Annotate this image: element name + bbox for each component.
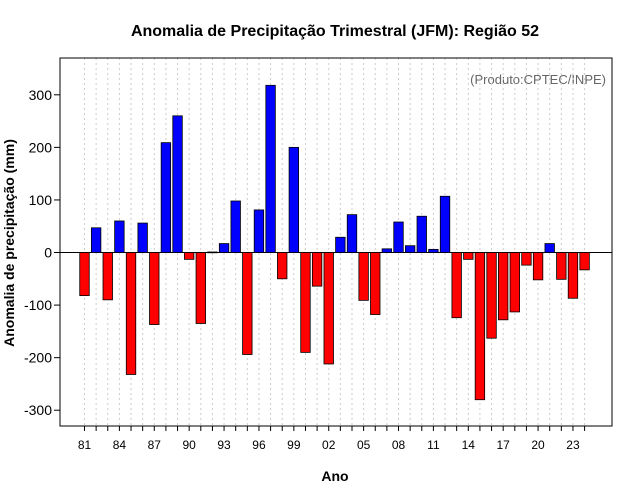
chart-title: Anomalia de Precipitação Trimestral (JFM… [131,23,539,40]
y-tick-label: 0 [44,245,52,261]
bar-1983 [102,252,113,301]
bar-2019 [521,252,532,266]
x-tick-label: 81 [78,438,92,452]
bar-2011 [428,248,439,253]
bar-2006 [370,252,381,315]
bar-1987 [149,252,160,325]
bar-2010 [416,215,427,253]
bar-2007 [381,248,393,253]
bar-1984 [114,220,125,253]
bar-2003 [335,236,346,253]
bar-1990 [184,252,195,260]
x-tick-label: 96 [252,438,266,452]
bar-1989 [172,115,183,253]
y-tick-label: 100 [29,192,53,208]
bar-1985 [125,252,137,375]
bar-1993 [218,243,230,253]
x-tick-label: 14 [462,438,476,452]
x-tick-label: 93 [217,438,231,452]
y-tick-label: -300 [24,402,52,418]
y-tick-label: 300 [29,87,53,103]
bar-2005 [358,252,369,301]
bar-1991 [195,252,206,324]
x-tick-label: 87 [148,438,162,452]
bar-1994 [230,200,241,253]
bar-2023 [567,252,579,299]
x-axis-label: Ano [321,468,348,484]
bar-1992 [207,251,218,254]
bar-2009 [404,245,416,253]
bar-2021 [544,243,555,253]
bar-2001 [311,252,323,287]
bar-series [79,84,590,401]
bar-2017 [498,252,509,321]
bar-1998 [277,252,288,280]
x-tick-label: 20 [531,438,545,452]
bar-1982 [90,227,102,253]
bar-1988 [160,142,172,253]
bar-1995 [242,252,253,355]
bar-2000 [300,252,311,353]
x-tick-label: 05 [357,438,371,452]
bar-2020 [532,252,544,281]
bar-2008 [393,221,404,253]
x-tick-label: 84 [113,438,127,452]
y-axis-label: Anomalia de precipitação (mm) [1,139,17,347]
bar-2024 [579,252,590,271]
bar-1986 [137,222,148,253]
x-tick-label: 90 [182,438,196,452]
bar-2016 [486,252,497,339]
bar-1997 [265,84,276,253]
x-tick-label: 08 [392,438,406,452]
x-tick-label: 11 [427,438,440,452]
bar-2013 [451,252,462,319]
bar-2004 [346,214,358,253]
x-tick-label: 99 [287,438,301,452]
axes: -300 -200 -100 0 100 200 300 81 84 87 90 93 96 99 02 05… [24,57,613,452]
bar-2014 [463,252,474,260]
y-tick-label: 200 [29,139,53,155]
bar-1999 [288,146,299,253]
bar-2012 [439,195,451,253]
bar-1981 [79,252,90,297]
bar-2018 [509,252,520,313]
bar-2022 [556,252,567,280]
y-tick-label: -200 [24,350,52,366]
x-tick-label: 17 [497,438,511,452]
x-tick-label: 23 [566,438,580,452]
bar-2015 [474,252,486,401]
bar-2002 [323,252,334,365]
plot-frame [59,57,613,427]
bar-1996 [253,209,265,253]
y-tick-label: -100 [24,297,52,313]
x-tick-label: 02 [322,438,336,452]
